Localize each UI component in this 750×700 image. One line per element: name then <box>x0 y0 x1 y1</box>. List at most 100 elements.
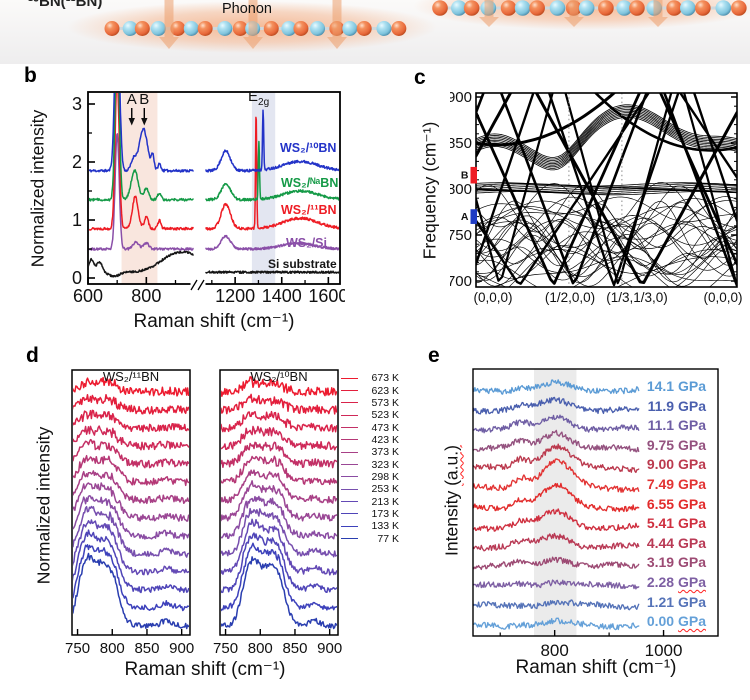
nitrogen-atom <box>217 21 233 36</box>
legend-label: 253 K <box>371 483 399 496</box>
tick-label: 1200 <box>215 286 255 306</box>
nitrogen-atom <box>679 0 696 16</box>
panel-e-chart: 800 1000 <box>472 368 719 660</box>
pressure-unit: GPa <box>677 397 706 414</box>
pressure-label: 4.44 GPa <box>588 535 706 551</box>
boron-atom <box>432 0 448 16</box>
boron-atom <box>391 21 407 36</box>
panel-b-chart: 600 800 1200 1400 1600 0 1 2 3 A B <box>72 91 345 306</box>
polygon <box>159 37 179 49</box>
d-subpanel-title-10bn: WS₂/¹⁰BN <box>250 369 308 384</box>
tick-label: 700 <box>450 273 472 290</box>
temperature-spectrum <box>221 542 337 612</box>
temperature-spectrum <box>73 425 189 451</box>
boron-atom <box>263 21 279 36</box>
spectrum <box>89 93 339 231</box>
tick-label: 1000 <box>645 641 683 660</box>
nitrogen-atom <box>616 0 633 16</box>
schematic-panel <box>0 0 750 64</box>
k-point-label: (1/2,0,0) <box>545 290 595 305</box>
nitrogen-atom <box>549 0 566 16</box>
rect <box>332 0 342 37</box>
legend-item: 623 K <box>341 384 399 397</box>
pressure-spectrum <box>473 414 640 434</box>
mode-marker-label: A <box>461 211 469 223</box>
temperature-spectrum <box>73 495 189 540</box>
e2g-peak-label: E2g <box>248 88 269 108</box>
spectrum <box>89 93 339 173</box>
tick-label: 900 <box>450 89 472 106</box>
boron-atom <box>598 0 614 16</box>
tick-label: 800 <box>450 181 472 198</box>
legend-item: 253 K <box>341 483 399 495</box>
pressure-label: 2.28 GPa <box>588 574 706 590</box>
pressure-label: 11.1 GPa <box>588 417 706 433</box>
nitrogen-atom <box>183 21 199 36</box>
tick-label: 0 <box>72 268 82 288</box>
d-x-axis-label: Raman shift (cm⁻¹) <box>124 659 286 680</box>
boron-atom <box>134 21 150 36</box>
boron-atom <box>104 21 120 36</box>
plot-frame <box>87 91 341 285</box>
rect <box>569 0 579 17</box>
k-point-label: (0,0,0) <box>473 290 512 305</box>
temperature-spectrum <box>73 529 189 594</box>
curve-label-ws2-10bn: WS₂/¹⁰BN <box>280 141 337 155</box>
pressure-spectrum <box>473 396 640 415</box>
legend-line <box>341 525 358 527</box>
b-y-axis-label: Normalized intensity <box>27 109 48 268</box>
temperature-spectrum <box>73 454 189 487</box>
tick-label: 750 <box>450 227 472 244</box>
legend-label: 673 K <box>371 372 399 385</box>
temperature-spectrum <box>221 393 337 415</box>
temperature-spectrum <box>221 518 337 576</box>
rect <box>653 0 663 17</box>
legend-line <box>341 402 358 404</box>
polygon <box>243 37 263 49</box>
polygon <box>479 17 499 27</box>
pressure-label: 1.21 GPa <box>588 594 706 610</box>
isotope-label: ¹⁰BN(¹¹BN) <box>28 0 103 10</box>
pressure-unit: GPa <box>677 495 706 512</box>
pressure-spectrum <box>473 458 640 493</box>
pressure-spectrum <box>473 429 640 453</box>
temperature-spectrum <box>221 480 337 522</box>
legend-line <box>341 427 358 429</box>
tick-label: 800 <box>100 640 125 657</box>
tick-label: 800 <box>540 641 568 660</box>
boron-atom <box>356 21 372 36</box>
temperature-legend: 673 K 623 K 573 K 523 K 473 K 423 K 373 K 323 K… <box>341 372 399 545</box>
pressure-value: 9.75 <box>646 436 678 453</box>
phonon-band <box>476 115 737 169</box>
axis-line <box>197 279 205 291</box>
pressure-value: 14.1 <box>646 378 678 394</box>
legend-line <box>341 414 358 416</box>
pressure-label: 7.49 GPa <box>588 476 706 492</box>
pressure-value: 11.1 <box>647 417 678 434</box>
arrow-down-icon <box>128 118 135 126</box>
mode-marker <box>470 166 477 184</box>
phonon-band <box>476 248 737 287</box>
phonon-band <box>508 242 737 287</box>
phonon-arrow <box>243 0 263 49</box>
nitrogen-atom <box>342 21 358 36</box>
legend-label: 373 K <box>371 446 399 459</box>
nitrogen-atom <box>310 21 326 36</box>
legend-line <box>341 390 358 392</box>
legend-item: 213 K <box>341 495 399 508</box>
temperature-spectrum <box>73 376 189 397</box>
boron-atom <box>529 0 545 16</box>
panel-d-chart: 750 800 850 900 750 800 850 900 <box>65 369 342 657</box>
pressure-spectrum <box>473 532 640 552</box>
phonon-band <box>476 93 616 147</box>
peak-annotation: A <box>127 91 137 108</box>
boron-atom <box>629 0 645 16</box>
tick-label: 2 <box>72 152 82 172</box>
legend-label: 523 K <box>371 409 399 422</box>
temperature-spectrum <box>73 438 189 469</box>
tick-label: 900 <box>317 640 342 657</box>
boron-atom <box>666 0 682 16</box>
plot-frame <box>71 369 191 636</box>
arrow-down-icon <box>141 118 148 126</box>
